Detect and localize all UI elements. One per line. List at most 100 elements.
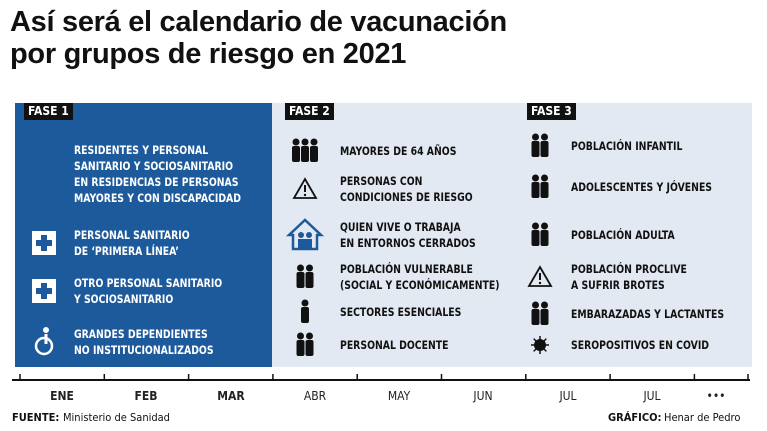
icon-shape [531, 182, 540, 198]
icon-shape [292, 138, 300, 146]
phase-label: FASE 3 [527, 103, 576, 120]
item-text: EMBARAZADAS Y LACTANTES [571, 307, 725, 321]
item-text: SEROPOSITIVOS EN COVID [571, 338, 710, 352]
icon-shape [533, 344, 541, 352]
icon-shape [310, 146, 318, 162]
icon-shape [298, 239, 312, 248]
icon-shape [531, 230, 540, 246]
month-label: ABR [303, 389, 327, 403]
item-text: MAYORES Y CON DISCAPACIDAD [74, 191, 242, 205]
title-line: Así será el calendario de vacunación [10, 6, 507, 38]
item-text: POBLACIÓN ADULTA [571, 228, 675, 242]
icon-shape [37, 171, 43, 177]
icon-shape [541, 301, 548, 309]
icon-shape [540, 141, 549, 157]
item-text: POBLACIÓN INFANTIL [571, 139, 683, 153]
month-label: JUL [559, 389, 577, 403]
icon-shape [297, 264, 304, 272]
item-text: PERSONAL SANITARIO [74, 228, 190, 242]
icon-shape [301, 146, 309, 162]
icon-shape [531, 141, 540, 157]
month-label: MAY [387, 389, 411, 403]
icon-shape [532, 174, 539, 182]
icon-shape [531, 309, 540, 325]
month-label: JUN [473, 389, 493, 403]
icon-shape [301, 307, 309, 323]
icon-shape [305, 340, 314, 356]
month-label: JUL [643, 389, 661, 403]
icon-shape [34, 336, 54, 356]
icon-shape [301, 138, 309, 146]
item-text: RESIDENTES Y PERSONAL [74, 143, 209, 157]
icon-shape [37, 178, 51, 187]
phase-label: FASE 1 [24, 103, 73, 120]
item-text: PERSONAL DOCENTE [340, 338, 449, 352]
icon-shape [541, 174, 548, 182]
icon-shape [540, 230, 549, 246]
item-text: SANITARIO Y SOCIOSANITARIO [74, 159, 233, 173]
item-text: GRANDES DEPENDIENTES [74, 327, 208, 341]
icon-shape [310, 138, 318, 146]
item-text: CONDICIONES DE RIESGO [340, 190, 473, 204]
month-label: ENE [50, 389, 74, 403]
month-label: MAR [217, 389, 245, 403]
icon-shape [296, 340, 305, 356]
item-text: EN RESIDENCIAS DE PERSONAS [74, 175, 239, 189]
icon-shape [292, 177, 318, 199]
icon-shape [292, 146, 300, 162]
icon-shape [541, 222, 548, 230]
icon-shape [296, 272, 305, 288]
icon-shape [285, 218, 325, 251]
icon-shape [533, 338, 541, 346]
phase-1-panel [15, 103, 272, 367]
phase-label: FASE 2 [285, 103, 334, 120]
icon-shape [45, 171, 51, 177]
source-label: FUENTE: [12, 411, 60, 424]
icon-shape [532, 222, 539, 230]
icon-shape [303, 193, 307, 197]
item-text: NO INSTITUCIONALIZADOS [74, 343, 214, 357]
icon-shape [540, 309, 549, 325]
icon-shape [541, 133, 548, 141]
icon-shape [301, 299, 309, 307]
icon-shape [540, 182, 549, 198]
icon-shape [298, 232, 304, 238]
credit-label: GRÁFICO: [608, 411, 662, 424]
icon-shape [306, 332, 313, 340]
icon-shape [306, 232, 312, 238]
item-text: POBLACIÓN VULNERABLE [340, 262, 473, 276]
item-text: QUIEN VIVE O TRABAJA [340, 220, 461, 234]
item-text: MAYORES DE 64 AÑOS [340, 144, 457, 158]
phase-2-3-panel [272, 103, 752, 367]
icon-shape [539, 338, 547, 346]
icon-shape [36, 240, 52, 246]
item-text: EN ENTORNOS CERRADOS [340, 236, 476, 250]
icon-shape [297, 332, 304, 340]
icon-shape [532, 301, 539, 309]
source: Ministerio de Sanidad [63, 411, 170, 424]
icon-shape [539, 344, 547, 352]
month-label: FEB [134, 389, 158, 403]
icon-shape [36, 288, 52, 294]
item-text: SECTORES ESENCIALES [340, 305, 462, 319]
item-text: (SOCIAL Y ECONÓMICAMENTE) [340, 278, 500, 292]
item-text: Y SOCIOSANITARIO [74, 292, 174, 306]
item-text: A SUFRIR BROTES [571, 278, 665, 292]
item-text: PERSONAS CON [340, 174, 423, 188]
item-text: ADOLESCENTES Y JÓVENES [571, 180, 713, 194]
item-text: DE ‘PRIMERA LÍNEA’ [74, 244, 179, 258]
icon-shape [527, 265, 553, 287]
item-text: OTRO PERSONAL SANITARIO [74, 276, 223, 290]
month-label: ••• [706, 389, 726, 403]
icon-shape [43, 327, 49, 333]
item-text: POBLACIÓN PROCLIVE [571, 262, 687, 276]
title-line: por grupos de riesgo en 2021 [10, 38, 407, 70]
icon-shape [532, 133, 539, 141]
icon-shape [306, 264, 313, 272]
icon-shape [538, 281, 542, 285]
icon-shape [24, 157, 64, 190]
icon-shape [305, 272, 314, 288]
credit: Henar de Pedro [664, 411, 741, 424]
